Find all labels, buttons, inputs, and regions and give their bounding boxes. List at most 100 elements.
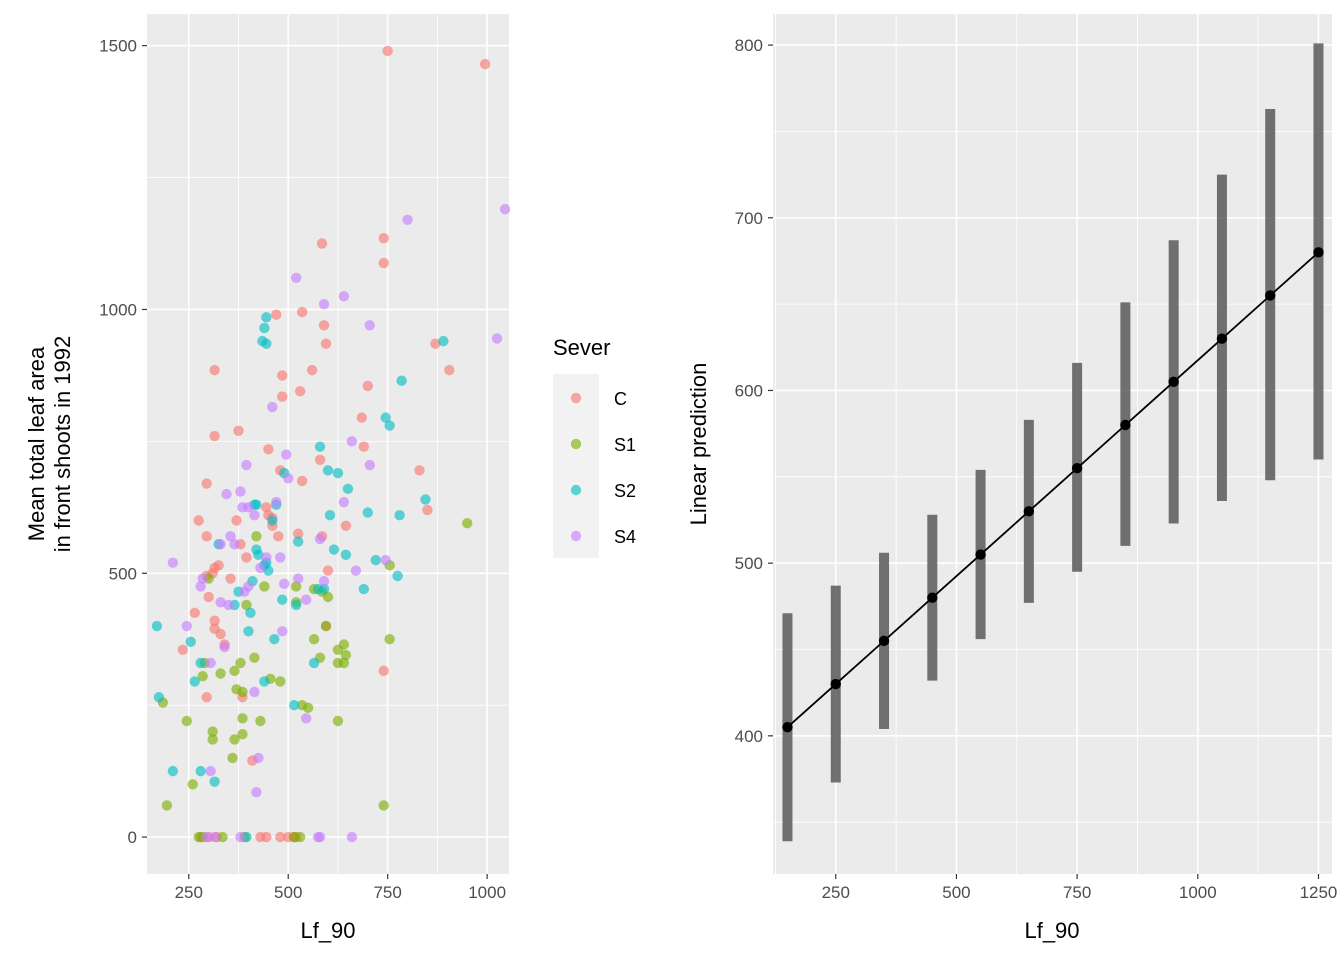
scatter-point	[296, 306, 308, 318]
prediction-point	[1265, 290, 1276, 301]
scatter-point	[259, 322, 270, 334]
scatter-point	[197, 670, 208, 682]
scatter-point	[324, 510, 336, 521]
scatter-point	[300, 713, 312, 724]
scatter-point	[223, 599, 234, 611]
scatter-point	[229, 734, 240, 745]
scatter-point	[229, 539, 240, 550]
scatter-point	[195, 657, 206, 669]
scatter-point	[277, 594, 288, 605]
scatter-point	[201, 831, 212, 843]
scatter-point	[350, 565, 362, 576]
scatter-point	[362, 380, 373, 392]
scatter-point	[499, 204, 511, 215]
scatter-point	[340, 520, 352, 531]
scatter-point	[275, 676, 286, 687]
scatter-point	[340, 649, 352, 661]
scatter-y-axis-title-line-2: in front shoots in 1992	[50, 336, 75, 552]
scatter-point	[290, 272, 302, 284]
prediction-y-tick-label: 400	[735, 727, 763, 746]
prediction-x-tick-label: 1000	[1179, 883, 1217, 902]
scatter-y-tick-label: 1500	[99, 37, 137, 56]
scatter-point	[213, 560, 224, 571]
prediction-x-tick-label: 1250	[1300, 883, 1338, 902]
scatter-point	[378, 257, 389, 269]
scatter-point	[444, 364, 455, 376]
scatter-point	[296, 475, 308, 487]
scatter-point	[271, 496, 282, 508]
scatter-point	[227, 752, 238, 764]
scatter-point	[239, 586, 250, 597]
legend-item-s4: S4	[570, 527, 636, 547]
scatter-point	[302, 702, 314, 714]
scatter-point	[237, 686, 248, 698]
scatter-point	[275, 831, 286, 843]
prediction-x-axis-title: Lf_90	[1024, 918, 1079, 943]
scatter-point	[358, 583, 370, 595]
scatter-x-tick-label: 1000	[468, 883, 506, 902]
scatter-point	[255, 562, 266, 574]
scatter-y-axis-title-line-1: Mean total leaf area	[24, 346, 49, 541]
scatter-point	[203, 591, 214, 603]
scatter-point	[283, 473, 294, 484]
scatter-point	[422, 504, 433, 516]
legend-key-dot	[570, 438, 582, 450]
scatter-point	[201, 692, 212, 703]
scatter-point	[277, 391, 288, 402]
scatter-point	[364, 459, 375, 471]
prediction-x-axis: 250 500 750 1000 1250	[822, 874, 1338, 902]
scatter-point	[237, 728, 248, 740]
scatter-chart: 250 500 750 1000 0 500 1000 1500 Lf_90 Mean to…	[24, 14, 511, 943]
scatter-point	[215, 668, 226, 679]
scatter-point	[362, 507, 373, 518]
legend-items: C S1 S2 S4	[553, 374, 636, 558]
scatter-point	[340, 549, 352, 560]
scatter-point	[328, 544, 340, 555]
scatter-point	[177, 644, 189, 655]
scatter-point	[316, 238, 328, 249]
scatter-point	[378, 800, 389, 811]
scatter-point	[308, 634, 320, 645]
scatter-point	[430, 338, 441, 349]
scatter-point	[209, 364, 220, 376]
prediction-point	[927, 592, 938, 603]
scatter-point	[253, 752, 264, 764]
legend-title: Sever	[553, 335, 610, 360]
scatter-point	[261, 552, 272, 563]
scatter-point	[332, 644, 344, 655]
scatter-point	[306, 364, 318, 376]
scatter-y-axis: 0 500 1000 1500	[99, 37, 147, 847]
prediction-y-tick-label: 600	[735, 381, 763, 400]
scatter-point	[320, 338, 332, 349]
scatter-point	[261, 338, 272, 349]
scatter-point	[320, 620, 332, 632]
scatter-x-tick-label: 750	[373, 883, 401, 902]
scatter-point	[215, 539, 226, 550]
scatter-point	[382, 45, 393, 57]
scatter-point	[251, 787, 262, 798]
scatter-point	[193, 515, 204, 526]
scatter-point	[201, 531, 212, 542]
scatter-series-s2	[151, 312, 449, 843]
scatter-x-tick-label: 250	[175, 883, 203, 902]
prediction-y-tick-label: 800	[735, 36, 763, 55]
scatter-point	[217, 831, 228, 843]
prediction-point	[878, 635, 890, 647]
scatter-x-axis: 250 500 750 1000	[175, 874, 506, 902]
scatter-y-tick-label: 0	[128, 828, 137, 847]
scatter-point	[209, 776, 220, 787]
scatter-point	[207, 734, 218, 745]
legend-label: S4	[614, 527, 636, 547]
prediction-x-tick-label: 500	[942, 883, 970, 902]
scatter-point	[277, 626, 288, 637]
scatter-point	[294, 386, 306, 397]
scatter-point	[235, 831, 246, 843]
scatter-point	[207, 726, 218, 737]
scatter-point	[241, 459, 252, 471]
scatter-point	[205, 765, 216, 777]
prediction-y-axis-title: Linear prediction	[686, 363, 711, 526]
scatter-point	[225, 531, 236, 542]
scatter-point	[277, 370, 288, 381]
scatter-point	[267, 401, 278, 413]
